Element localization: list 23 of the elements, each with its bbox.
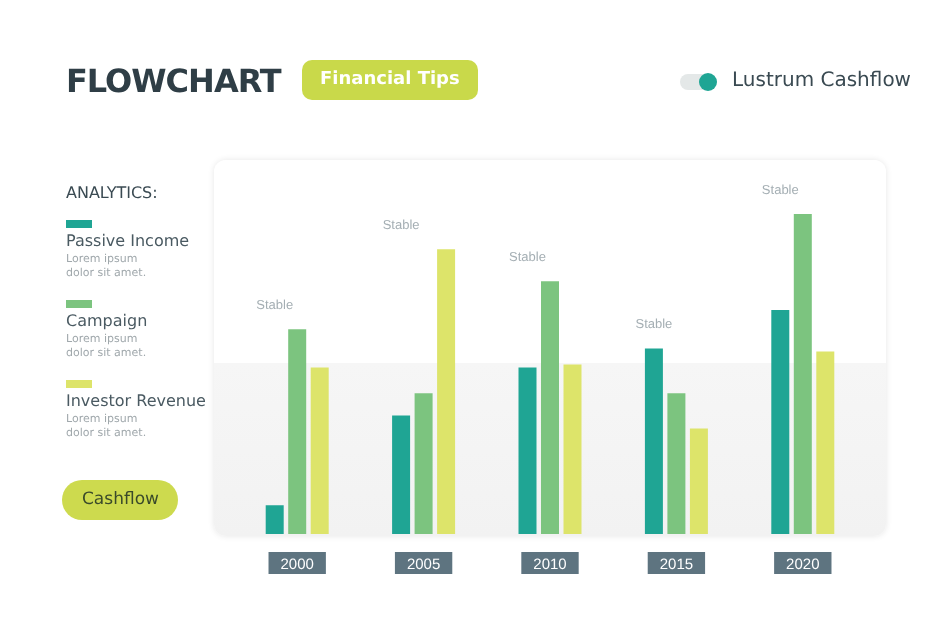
bar xyxy=(392,415,411,534)
legend-title: ANALYTICS: xyxy=(66,184,160,202)
bar xyxy=(414,393,433,534)
bar xyxy=(518,367,537,534)
bar xyxy=(771,310,790,534)
text: Cashflow xyxy=(62,480,179,520)
text: Lustrum Cashflow xyxy=(732,70,911,92)
bar xyxy=(689,428,708,534)
bar xyxy=(310,367,329,534)
legend-label: Campaign xyxy=(66,312,150,330)
bar xyxy=(265,505,284,534)
bar xyxy=(541,281,559,534)
bar xyxy=(288,329,307,534)
chart-title: FLOWCHART xyxy=(66,62,281,100)
bar xyxy=(437,249,456,534)
bar xyxy=(816,351,835,534)
bar xyxy=(667,393,686,534)
bar xyxy=(793,214,812,534)
bar xyxy=(563,364,582,534)
text: Financial Tips xyxy=(302,60,478,100)
bar xyxy=(644,348,663,534)
legend-label: Investor Revenue xyxy=(66,392,208,410)
legend-label: Passive Income xyxy=(66,232,192,250)
